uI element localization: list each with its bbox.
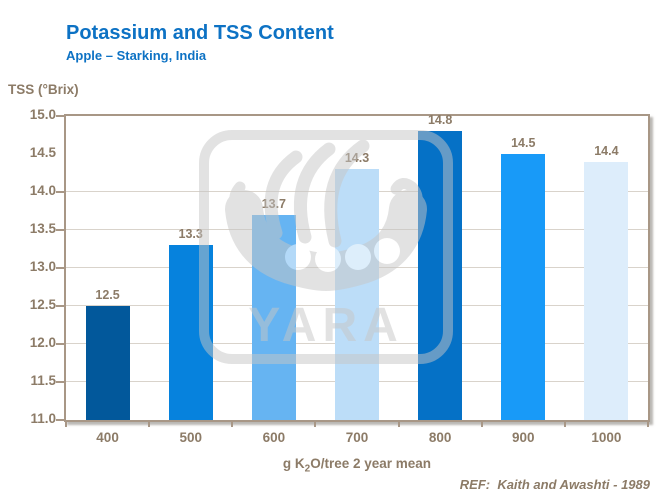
y-tick: [56, 305, 64, 307]
bar-column-900: 14.5: [482, 116, 565, 420]
bar-column-500: 13.3: [149, 116, 232, 420]
y-tick: [56, 419, 64, 421]
x-axis-tick-labels: 400 500 600 700 800 900 1000: [66, 430, 648, 445]
bar-value-label: 14.4: [594, 143, 619, 158]
y-tick-label: 13.0: [29, 259, 56, 274]
x-tick-label: 800: [428, 430, 452, 445]
x-tick: [647, 422, 649, 427]
bar-value-label: 14.5: [511, 136, 536, 150]
x-tick: [65, 422, 67, 427]
bar-column-700: 14.3: [315, 116, 398, 420]
x-axis-title-prefix: g K: [282, 456, 305, 471]
chart-title: Potassium and TSS Content: [66, 22, 334, 44]
y-tick-label: 11.5: [30, 373, 56, 388]
bar-600: [251, 214, 296, 420]
plot-area: 12.5 13.3 13.7 14.3 14.8 14.5 14.4: [64, 113, 650, 422]
bar-value-label: 14.3: [344, 151, 370, 166]
y-tick: [56, 115, 64, 117]
x-tick: [314, 422, 317, 427]
bar-400: [85, 306, 130, 420]
reference-text: REF: Kaith and Awashti - 1989: [459, 477, 650, 492]
bar-value-label: 12.5: [95, 288, 120, 302]
x-axis-title: g K2O/tree 2 year mean: [66, 456, 648, 475]
y-tick-label: 13.5: [29, 221, 56, 236]
y-tick-label: 12.5: [29, 297, 56, 312]
y-tick-label: 15.0: [29, 107, 56, 122]
bar-value-label: 14.8: [427, 113, 453, 128]
bar-700: [334, 169, 379, 420]
bar-800: [418, 131, 463, 420]
x-tick-label: 400: [96, 430, 119, 445]
bar-column-1000: 14.4: [565, 116, 648, 420]
y-tick-label: 14.0: [29, 183, 56, 198]
bars-container: 12.5 13.3 13.7 14.3 14.8 14.5 14.4: [66, 113, 648, 420]
y-axis-title: TSS (°Brix): [8, 82, 79, 97]
x-tick: [231, 422, 234, 427]
y-tick: [56, 343, 64, 345]
x-axis-title-suffix: O/tree 2 year mean: [310, 456, 432, 471]
x-tick: [480, 422, 483, 427]
bar-value-label: 13.3: [178, 227, 203, 242]
x-tick-label: 900: [512, 430, 535, 445]
y-tick-label: 11.0: [30, 411, 56, 426]
x-tick-label: 700: [345, 430, 369, 445]
bar-1000: [584, 161, 629, 420]
y-tick: [56, 267, 64, 269]
x-tick-label: 1000: [591, 430, 622, 445]
x-axis-title-subscript: 2: [304, 463, 311, 475]
bar-900: [501, 154, 546, 420]
x-tick-label: 600: [262, 430, 286, 445]
x-tick: [563, 422, 566, 427]
bar-column-600: 13.7: [232, 116, 315, 420]
y-tick-label: 14.5: [29, 145, 56, 160]
x-tick: [148, 422, 151, 427]
bar-column-800: 14.8: [399, 113, 482, 420]
y-tick: [56, 229, 64, 231]
chart-subtitle: Apple – Starking, India: [66, 48, 207, 63]
bar-value-label: 13.7: [261, 196, 287, 211]
y-tick: [56, 191, 64, 193]
y-tick: [56, 381, 64, 383]
bar-500: [168, 245, 213, 420]
y-tick-label: 12.0: [29, 335, 56, 350]
x-tick: [397, 422, 400, 427]
bar-column-400: 12.5: [66, 116, 149, 420]
x-tick-label: 500: [179, 430, 202, 445]
